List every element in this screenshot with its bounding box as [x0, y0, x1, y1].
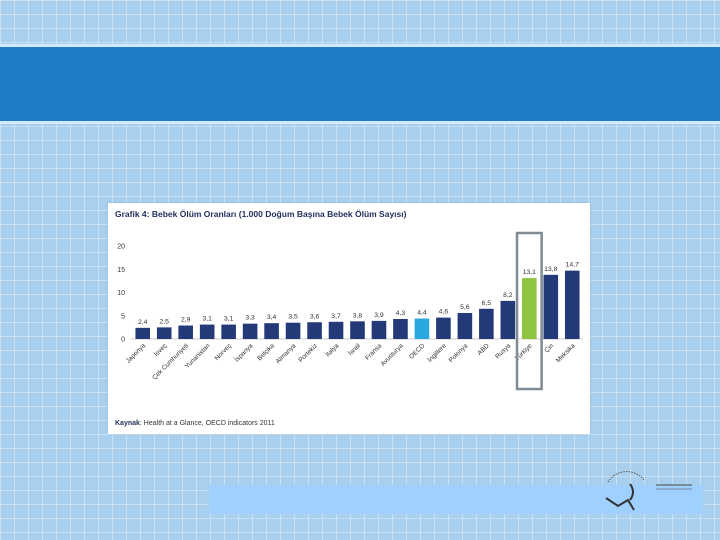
bar-value-label: 3,8: [353, 312, 363, 319]
y-tick-label: 20: [117, 244, 125, 251]
bar: [199, 324, 215, 339]
footer-bar: [209, 485, 703, 514]
bar: [221, 324, 236, 339]
x-tick-label: Almanya: [275, 342, 298, 365]
highlight-box: [515, 231, 543, 391]
bar-value-label: 4,3: [396, 310, 406, 317]
bar-value-label: 3,3: [245, 315, 255, 322]
x-tick-label: OECD: [408, 342, 426, 360]
x-tick-label: Belçika: [256, 342, 276, 362]
x-tick-label: İsveç: [152, 341, 170, 359]
bar-value-label: 3,7: [331, 313, 341, 320]
chart-title: Grafik 4: Bebek Ölüm Oranları (1.000 Doğ…: [115, 209, 407, 219]
bar-value-label: 8,2: [503, 292, 513, 299]
bar: [414, 318, 430, 339]
bar-value-label: 13,1: [523, 269, 536, 276]
y-tick-label: 10: [117, 290, 125, 297]
bar: [285, 322, 301, 339]
chart-source: Kaynak: Health at a Glance, OECD indicat…: [115, 420, 275, 427]
x-tick-label: Rusya: [494, 342, 512, 360]
x-tick-label: Fransa: [364, 342, 384, 362]
bar: [371, 320, 387, 339]
bar-value-label: 6,5: [482, 300, 492, 307]
bar-value-label: 3,1: [224, 316, 234, 323]
bar: [436, 317, 451, 339]
x-tick-label: Polonya: [448, 342, 470, 364]
x-tick-label: Meksika: [555, 342, 577, 364]
x-tick-label: Çin: [543, 342, 555, 354]
bar-value-label: 2,5: [159, 318, 169, 325]
chart-card: Grafik 4: Bebek Ölüm Oranları (1.000 Doğ…: [108, 203, 590, 434]
bar-value-label: 4,4: [417, 310, 427, 317]
bar: [350, 321, 365, 339]
bar: [242, 323, 258, 339]
x-tick-label: Japonya: [125, 342, 148, 365]
y-tick-label: 5: [121, 313, 125, 320]
y-tick-label: 15: [117, 267, 125, 274]
bar: [479, 308, 494, 339]
institution-logo: [605, 471, 692, 511]
bar-value-label: 3,4: [267, 314, 277, 321]
bar-value-label: 13,8: [544, 266, 557, 273]
x-tick-label: İspanya: [232, 341, 255, 364]
bar: [178, 325, 193, 339]
y-tick-label: 0: [121, 337, 125, 344]
x-tick-label: İngiltere: [425, 341, 448, 364]
bar: [307, 322, 322, 339]
bar: [543, 274, 559, 339]
bar-value-label: 14,7: [566, 262, 579, 269]
bar: [135, 327, 151, 339]
bar: [564, 270, 580, 339]
bar: [393, 319, 408, 339]
source-label: Kaynak: [115, 420, 140, 427]
x-tick-label: Norveç: [214, 342, 234, 362]
bar: [500, 300, 516, 339]
bar: [522, 278, 537, 339]
bar: [457, 312, 473, 339]
bar-value-label: 3,1: [202, 316, 212, 323]
title-banner: [0, 44, 720, 124]
bar-value-label: 2,4: [138, 319, 148, 326]
bar: [328, 321, 344, 339]
bar-value-label: 3,5: [288, 314, 298, 321]
bar: [264, 323, 279, 339]
source-text: : Health at a Glance, OECD indicators 20…: [139, 420, 275, 427]
bar: [156, 327, 172, 339]
bar-value-label: 5,6: [460, 304, 470, 311]
bar-value-label: 4,6: [439, 309, 449, 316]
bar-value-label: 3,6: [310, 313, 320, 320]
bar-value-label: 2,9: [181, 317, 191, 324]
bar-value-label: 3,9: [374, 312, 384, 319]
x-tick-label: ABD: [476, 342, 491, 357]
x-tick-label: İtalya: [323, 341, 341, 359]
x-tick-label: Avusturya: [380, 342, 406, 368]
x-tick-label: Portekiz: [297, 342, 319, 364]
x-tick-label: İsrail: [346, 341, 362, 357]
